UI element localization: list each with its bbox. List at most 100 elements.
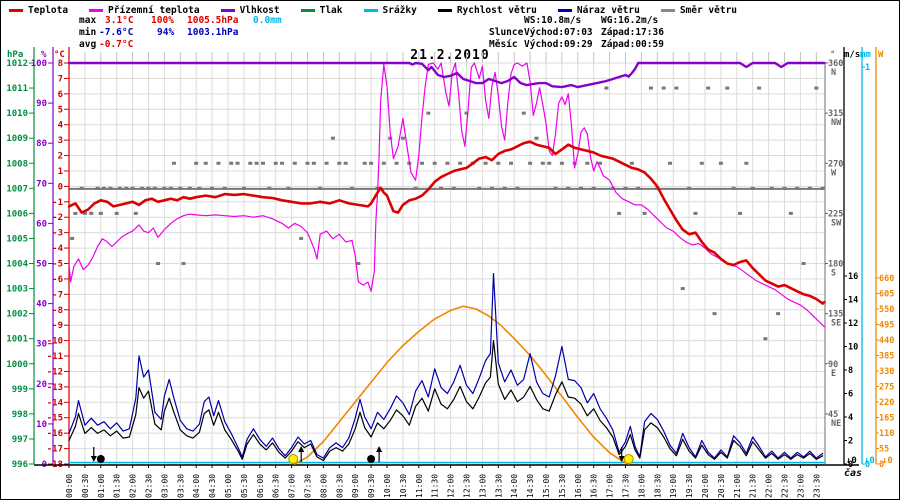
- svg-text:6: 6: [58, 90, 63, 100]
- legend-item-1: Přízemní teplota: [89, 5, 200, 16]
- svg-text:04:30: 04:30: [208, 474, 217, 498]
- legend-label: Teplota: [28, 5, 69, 16]
- svg-text:-8: -8: [52, 306, 63, 316]
- svg-text:12:00: 12:00: [447, 474, 456, 498]
- svg-text:7: 7: [58, 74, 63, 84]
- chart-legend: Teplota Přízemní teplota Vlhkost Tlak Srážky…: [9, 5, 737, 16]
- legend-label: Rychlost větru: [456, 5, 537, 16]
- svg-text:998: 998: [12, 410, 28, 420]
- svg-text:↓0: ↓0: [864, 456, 875, 466]
- svg-text:16:30: 16:30: [590, 474, 599, 498]
- stats-max-humidity: 100%: [151, 15, 174, 26]
- svg-text:30: 30: [36, 340, 47, 350]
- stats-min-humidity: 94%: [157, 27, 175, 38]
- svg-text:20:30: 20:30: [717, 474, 726, 498]
- legend-swatch: [363, 9, 378, 12]
- svg-text:1002: 1002: [6, 310, 28, 320]
- svg-text:0: 0: [58, 182, 63, 192]
- svg-text:90: 90: [828, 360, 838, 370]
- svg-text:03:30: 03:30: [176, 474, 185, 498]
- svg-text:S: S: [831, 269, 836, 279]
- svg-text:22:00: 22:00: [765, 474, 774, 498]
- svg-text:-12: -12: [47, 367, 63, 377]
- svg-text:55: 55: [879, 445, 889, 455]
- svg-text:09:30: 09:30: [367, 474, 376, 498]
- svg-text:m/s: m/s: [844, 50, 860, 60]
- svg-text:NE: NE: [831, 419, 841, 429]
- svg-text:18:00: 18:00: [637, 474, 646, 498]
- sun-label: Slunce: [489, 27, 524, 38]
- svg-text:1010: 1010: [6, 109, 28, 119]
- legend-item-7: Směr větru: [660, 5, 737, 16]
- svg-text:135: 135: [828, 310, 843, 320]
- svg-text:1006: 1006: [6, 209, 28, 219]
- legend-item-5: Rychlost větru: [437, 5, 537, 16]
- legend-swatch: [89, 9, 104, 12]
- svg-text:01:30: 01:30: [113, 474, 122, 498]
- svg-text:hPa: hPa: [7, 50, 23, 60]
- svg-text:E: E: [831, 369, 836, 379]
- svg-text:40: 40: [36, 300, 47, 310]
- svg-text:90: 90: [36, 99, 47, 109]
- svg-text:-3: -3: [52, 229, 63, 239]
- svg-text:%: %: [41, 50, 47, 60]
- legend-item-4: Srážky: [363, 5, 417, 16]
- svg-text:550: 550: [879, 305, 894, 315]
- stats-min-label: min: [79, 27, 97, 38]
- svg-text:W: W: [878, 50, 884, 60]
- svg-text:180: 180: [828, 260, 843, 270]
- svg-text:13:00: 13:00: [478, 474, 487, 498]
- legend-label: Srážky: [382, 5, 417, 16]
- legend-swatch: [9, 9, 23, 12]
- svg-text:-5: -5: [52, 260, 63, 270]
- svg-text:20:00: 20:00: [701, 474, 710, 498]
- svg-text:08:00: 08:00: [319, 474, 328, 498]
- svg-text:100: 100: [31, 59, 47, 69]
- svg-text:225: 225: [828, 209, 843, 219]
- legend-item-2: Vlhkost: [220, 5, 280, 16]
- stats-min-pressure: 1003.1hPa: [187, 27, 239, 38]
- wind-gust-max: WG:16.2m/s: [601, 15, 659, 26]
- svg-text:02:30: 02:30: [145, 474, 154, 498]
- svg-text:07:30: 07:30: [304, 474, 313, 498]
- svg-text:-16: -16: [47, 429, 63, 439]
- sunset-time: Západ:17:36: [601, 27, 664, 38]
- svg-text:12: 12: [848, 319, 858, 329]
- svg-text:W: W: [831, 168, 837, 178]
- legend-label: Vlhkost: [239, 5, 280, 16]
- svg-text:1: 1: [865, 63, 870, 73]
- chart-title-date: 21.2.2010: [410, 48, 490, 63]
- svg-text:1005: 1005: [6, 234, 28, 244]
- svg-text:10:30: 10:30: [399, 474, 408, 498]
- svg-text:13:30: 13:30: [494, 474, 503, 498]
- svg-text:07:00: 07:00: [288, 474, 297, 498]
- svg-text:6: 6: [848, 390, 853, 400]
- svg-text:660: 660: [879, 274, 894, 284]
- svg-text:15:00: 15:00: [542, 474, 551, 498]
- stats-avg-label: avg: [79, 39, 97, 50]
- svg-text:-2: -2: [52, 213, 63, 223]
- svg-text:10: 10: [36, 420, 47, 430]
- svg-text:23:30: 23:30: [812, 474, 821, 498]
- svg-text:1004: 1004: [6, 260, 28, 270]
- moonset-time: Západ:00:59: [601, 39, 664, 50]
- svg-text:2: 2: [848, 437, 853, 447]
- svg-text:110: 110: [879, 429, 894, 439]
- svg-text:1001: 1001: [6, 335, 28, 345]
- svg-text:8: 8: [58, 59, 63, 69]
- svg-text:315: 315: [828, 109, 843, 119]
- svg-text:19:30: 19:30: [685, 474, 694, 498]
- svg-text:11:30: 11:30: [431, 474, 440, 498]
- svg-text:-17: -17: [47, 445, 63, 455]
- legend-swatch: [220, 9, 235, 12]
- svg-text:997: 997: [12, 435, 28, 445]
- stats-max-temp: 3.1°C: [105, 15, 134, 26]
- svg-text:06:30: 06:30: [272, 474, 281, 498]
- svg-text:↓0: ↓0: [882, 456, 893, 466]
- stats-avg-temp: -0.7°C: [99, 39, 134, 50]
- svg-text:0: 0: [865, 460, 870, 470]
- svg-text:°: °: [830, 50, 835, 60]
- svg-text:05:30: 05:30: [240, 474, 249, 498]
- svg-text:330: 330: [879, 367, 894, 377]
